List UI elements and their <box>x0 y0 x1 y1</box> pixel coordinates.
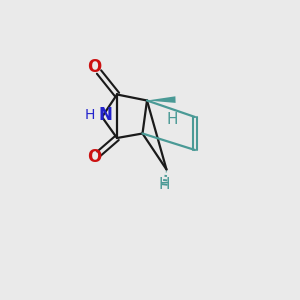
Polygon shape <box>147 96 176 103</box>
Text: O: O <box>87 58 102 76</box>
Text: H: H <box>167 112 178 128</box>
Text: H: H <box>159 177 170 192</box>
Text: N: N <box>99 106 112 124</box>
Text: H: H <box>85 108 95 122</box>
Text: O: O <box>87 148 102 166</box>
